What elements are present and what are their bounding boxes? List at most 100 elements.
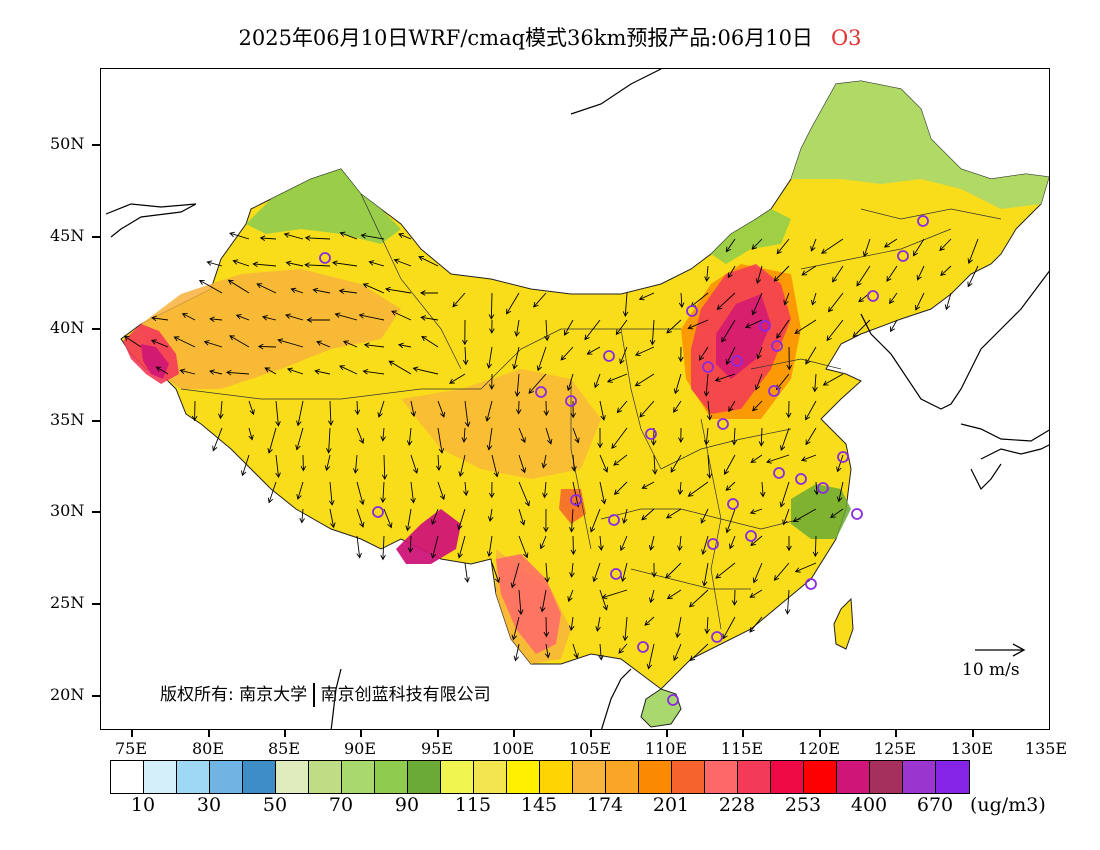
wind-vector: [151, 315, 169, 322]
wind-vector: [593, 373, 601, 389]
wind-vector: [241, 454, 250, 477]
city-marker: [768, 385, 780, 397]
wind-vector: [380, 535, 386, 561]
wind-vector: [486, 535, 493, 558]
wind-vector: [832, 265, 844, 283]
wind-vector: [599, 454, 609, 473]
city-marker: [731, 355, 743, 367]
lon-tick: [590, 730, 592, 737]
legend-swatch: [837, 761, 870, 793]
legend-swatch: [705, 761, 738, 793]
wind-vector: [388, 360, 412, 375]
wind-vectors: [123, 231, 979, 670]
city-marker: [727, 498, 739, 510]
city-marker: [686, 305, 698, 317]
wind-vector: [570, 400, 576, 419]
hotspot-sichuan: [559, 489, 586, 524]
wind-vector: [463, 481, 469, 497]
wind-vector: [540, 589, 547, 613]
lon-tick: [131, 730, 133, 737]
wind-vector: [544, 562, 550, 583]
wind-vector: [792, 508, 817, 523]
wind-vector: [615, 319, 628, 336]
wind-vector: [328, 400, 334, 427]
lon-label-130e: 130E: [950, 739, 994, 758]
lon-tick: [284, 730, 286, 737]
lon-label-95e: 95E: [420, 739, 454, 758]
wind-vector: [488, 292, 495, 320]
wind-vector: [283, 232, 304, 240]
wind-vector: [786, 346, 793, 371]
wind-vector: [512, 346, 520, 370]
wind-vector: [967, 265, 979, 288]
wind-vector: [420, 290, 439, 296]
forecast-map: [100, 68, 1050, 730]
city-marker: [372, 506, 384, 518]
city-marker: [867, 290, 879, 302]
lon-tick: [895, 730, 897, 737]
low-zone-northwest: [246, 169, 401, 244]
wind-vector: [488, 373, 495, 390]
mid-zone-xinjiang: [141, 269, 401, 389]
lat-tick: [92, 328, 100, 330]
wind-vector: [944, 292, 952, 311]
wind-vector: [462, 346, 469, 366]
wind-vector: [749, 589, 763, 598]
wind-vector: [862, 238, 871, 258]
lon-tick: [972, 730, 974, 737]
wind-vector: [515, 400, 522, 415]
wind-vector: [572, 427, 580, 444]
wind-vector: [198, 279, 223, 294]
wind-vector: [703, 427, 710, 446]
wind-vector: [514, 373, 521, 397]
city-marker: [707, 538, 719, 550]
city-marker: [319, 252, 331, 264]
lat-label-20n: 20N: [50, 685, 85, 704]
wind-vector: [706, 400, 713, 421]
wind-vector: [356, 535, 362, 559]
legend-swatch: [177, 761, 210, 793]
city-marker: [603, 350, 615, 362]
wind-vector: [699, 346, 709, 361]
lat-tick: [92, 236, 100, 238]
wind-vector: [912, 238, 925, 257]
wind-vector: [368, 260, 385, 267]
wind-vector: [267, 427, 277, 454]
wind-vector: [727, 265, 736, 279]
wind-vector: [822, 373, 844, 386]
wind-vector: [489, 481, 495, 499]
wind-vector: [725, 508, 736, 534]
wind-vector: [651, 562, 657, 578]
wind-vector: [229, 335, 250, 348]
wind-vector: [805, 346, 817, 365]
legend-label: 174: [586, 794, 624, 816]
wind-vector: [634, 346, 655, 356]
wind-vector: [464, 562, 470, 583]
wind-vector: [544, 643, 551, 659]
lon-label-115e: 115E: [720, 739, 764, 758]
wind-vector: [773, 562, 790, 581]
wind-vector: [810, 292, 817, 306]
wind-vector: [794, 562, 817, 573]
wind-vector: [784, 589, 791, 615]
city-marker: [667, 694, 679, 706]
legend-label: 90: [394, 794, 420, 816]
wind-vector: [749, 508, 763, 515]
wind-vector: [543, 616, 550, 638]
wind-vector: [277, 338, 304, 348]
wind-vector: [886, 265, 898, 282]
wind-vector: [203, 340, 223, 348]
wind-vector: [618, 643, 628, 654]
lon-label-110e: 110E: [644, 739, 688, 758]
legend-swatch: [639, 761, 672, 793]
legend-label: 30: [196, 794, 222, 816]
wind-vector: [457, 508, 466, 531]
wind-vector: [420, 315, 439, 321]
lon-label-135e: 135E: [1024, 739, 1068, 758]
lat-label-40n: 40N: [50, 318, 85, 337]
wind-vector: [703, 373, 710, 397]
wind-vector: [356, 481, 365, 506]
wind-vector: [829, 508, 844, 519]
map-title: 2025年06月10日WRF/cmaq模式36km预报产品:06月10日 O3: [0, 22, 1100, 52]
wind-vector: [518, 535, 529, 559]
